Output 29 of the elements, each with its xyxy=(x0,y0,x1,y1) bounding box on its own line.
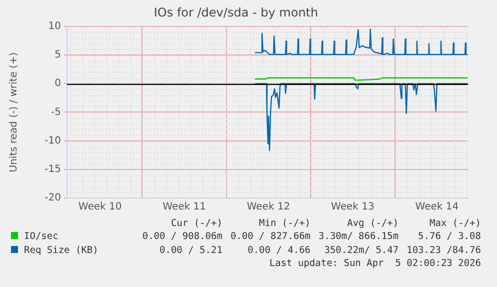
text: 5.76 / 3.08 xyxy=(417,230,482,244)
x-tick-label: Week 12 xyxy=(246,202,290,213)
y-tick-label: -5 xyxy=(51,106,61,118)
text: 0.00 / 827.66m xyxy=(229,230,312,244)
y-tick-label: 10 xyxy=(48,20,61,32)
text: 3.30m/ 866.15m xyxy=(318,230,400,244)
text: 0.00 / 4.66 xyxy=(246,244,312,258)
text: 0.00 / 5.21 xyxy=(158,244,224,258)
x-tick-label: Week 11 xyxy=(162,202,206,213)
text: Min (-/+) xyxy=(258,218,312,230)
chart-title: IOs for /dev/sda - by month xyxy=(154,5,318,20)
legend-label: Req Size (KB) xyxy=(23,244,100,258)
text: 350.22m/ 5.47 xyxy=(323,244,400,258)
text: Cur (-/+) xyxy=(170,218,224,230)
y-tick-label: -20 xyxy=(44,192,61,204)
y-tick-label: -10 xyxy=(44,135,61,146)
text: Last update: Sun Apr 5 02:00:23 2026 xyxy=(269,258,481,269)
text: 0.00 / 908.06m xyxy=(141,230,224,244)
y-tick-label: 5 xyxy=(54,50,61,61)
text: 103.23 /84.76 xyxy=(406,244,482,258)
y-tick-label: 0 xyxy=(54,78,61,90)
text: Max (-/+) xyxy=(428,218,482,230)
x-tick-label: Week 14 xyxy=(415,202,459,213)
y-axis-title: Units read (-) / write (+) xyxy=(8,52,20,172)
y-tick-label: -15 xyxy=(44,164,61,175)
legend-label: IO/sec xyxy=(23,230,60,244)
x-tick-label: Week 10 xyxy=(78,202,122,213)
x-tick-label: Week 13 xyxy=(331,202,374,213)
text: Avg (-/+) xyxy=(346,218,400,230)
